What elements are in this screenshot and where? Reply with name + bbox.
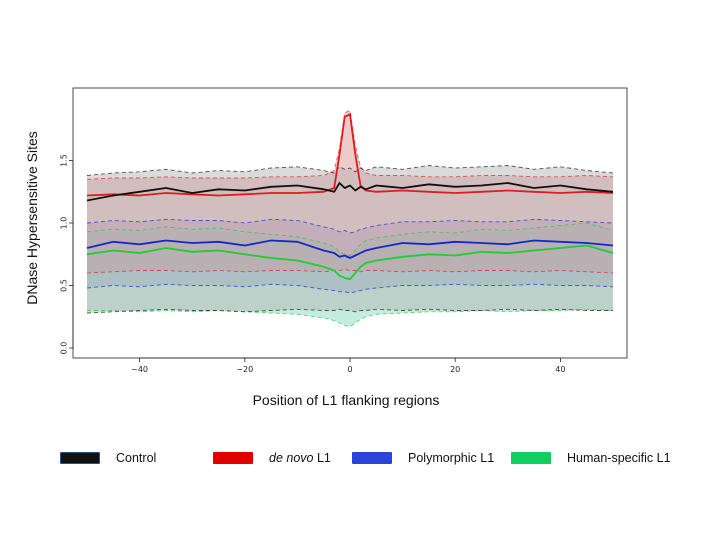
y-axis-title: DNase Hypersensitive Sites: [24, 131, 40, 305]
y-tick-label: 1.0: [60, 217, 69, 230]
band-control: [87, 165, 613, 313]
y-tick-label: 1.5: [60, 154, 69, 167]
y-axis: 0.0 0.5 1.0 1.5: [60, 154, 74, 354]
legend-swatch-control: [60, 452, 100, 464]
legend-swatch-de-novo-l1: [213, 452, 253, 464]
band-de-novo-l1: [87, 110, 613, 273]
x-tick-label: −20: [236, 365, 253, 374]
line-control: [86, 182, 614, 202]
band-upper-control: [86, 165, 614, 176]
y-tick-label: 0.5: [60, 279, 69, 292]
legend-item-de-novo-l1: de novo L1: [213, 448, 331, 468]
legend-label-de-novo-l1: de novo L1: [269, 451, 331, 465]
band-boundaries: [86, 109, 614, 328]
band-human-specific-l1: [87, 223, 613, 327]
x-axis-title: Position of L1 flanking regions: [253, 392, 440, 408]
x-axis: −40 −20 0 20 40: [131, 357, 565, 374]
x-tick-label: 0: [347, 365, 352, 374]
band-upper-polymorphic-l1: [86, 218, 614, 234]
band-lower-de-novo-l1: [86, 268, 614, 274]
band-polymorphic-l1: [87, 219, 613, 293]
legend-item-human-specific-l1: Human-specific L1: [511, 448, 671, 468]
legend-label-control: Control: [116, 451, 157, 465]
series-lines: [86, 113, 614, 281]
line-de-novo-l1: [86, 113, 614, 197]
band-upper-de-novo-l1: [86, 109, 614, 180]
x-tick-label: 20: [450, 365, 460, 374]
legend-item-control: Control: [60, 448, 156, 468]
band-lower-human-specific-l1: [87, 308, 614, 328]
legend-label-polymorphic-l1: Polymorphic L1: [408, 451, 495, 465]
band-lower-control: [86, 308, 613, 314]
legend-swatch-polymorphic-l1: [352, 452, 392, 464]
legend-swatch-human-specific-l1: [511, 452, 551, 464]
band-lower-polymorphic-l1: [86, 283, 614, 294]
legend-label-human-specific-l1: Human-specific L1: [567, 451, 671, 465]
confidence-bands: [87, 110, 613, 327]
line-polymorphic-l1: [86, 239, 614, 259]
legend-item-polymorphic-l1: Polymorphic L1: [352, 448, 494, 468]
line-human-specific-l1: [86, 244, 614, 281]
band-upper-human-specific-l1: [86, 222, 614, 256]
y-tick-label: 0.0: [60, 342, 69, 355]
x-tick-label: 40: [555, 365, 565, 374]
x-tick-label: −40: [131, 365, 148, 374]
legend: Control de novo L1 Polymorphic L1 Human-…: [0, 448, 720, 468]
